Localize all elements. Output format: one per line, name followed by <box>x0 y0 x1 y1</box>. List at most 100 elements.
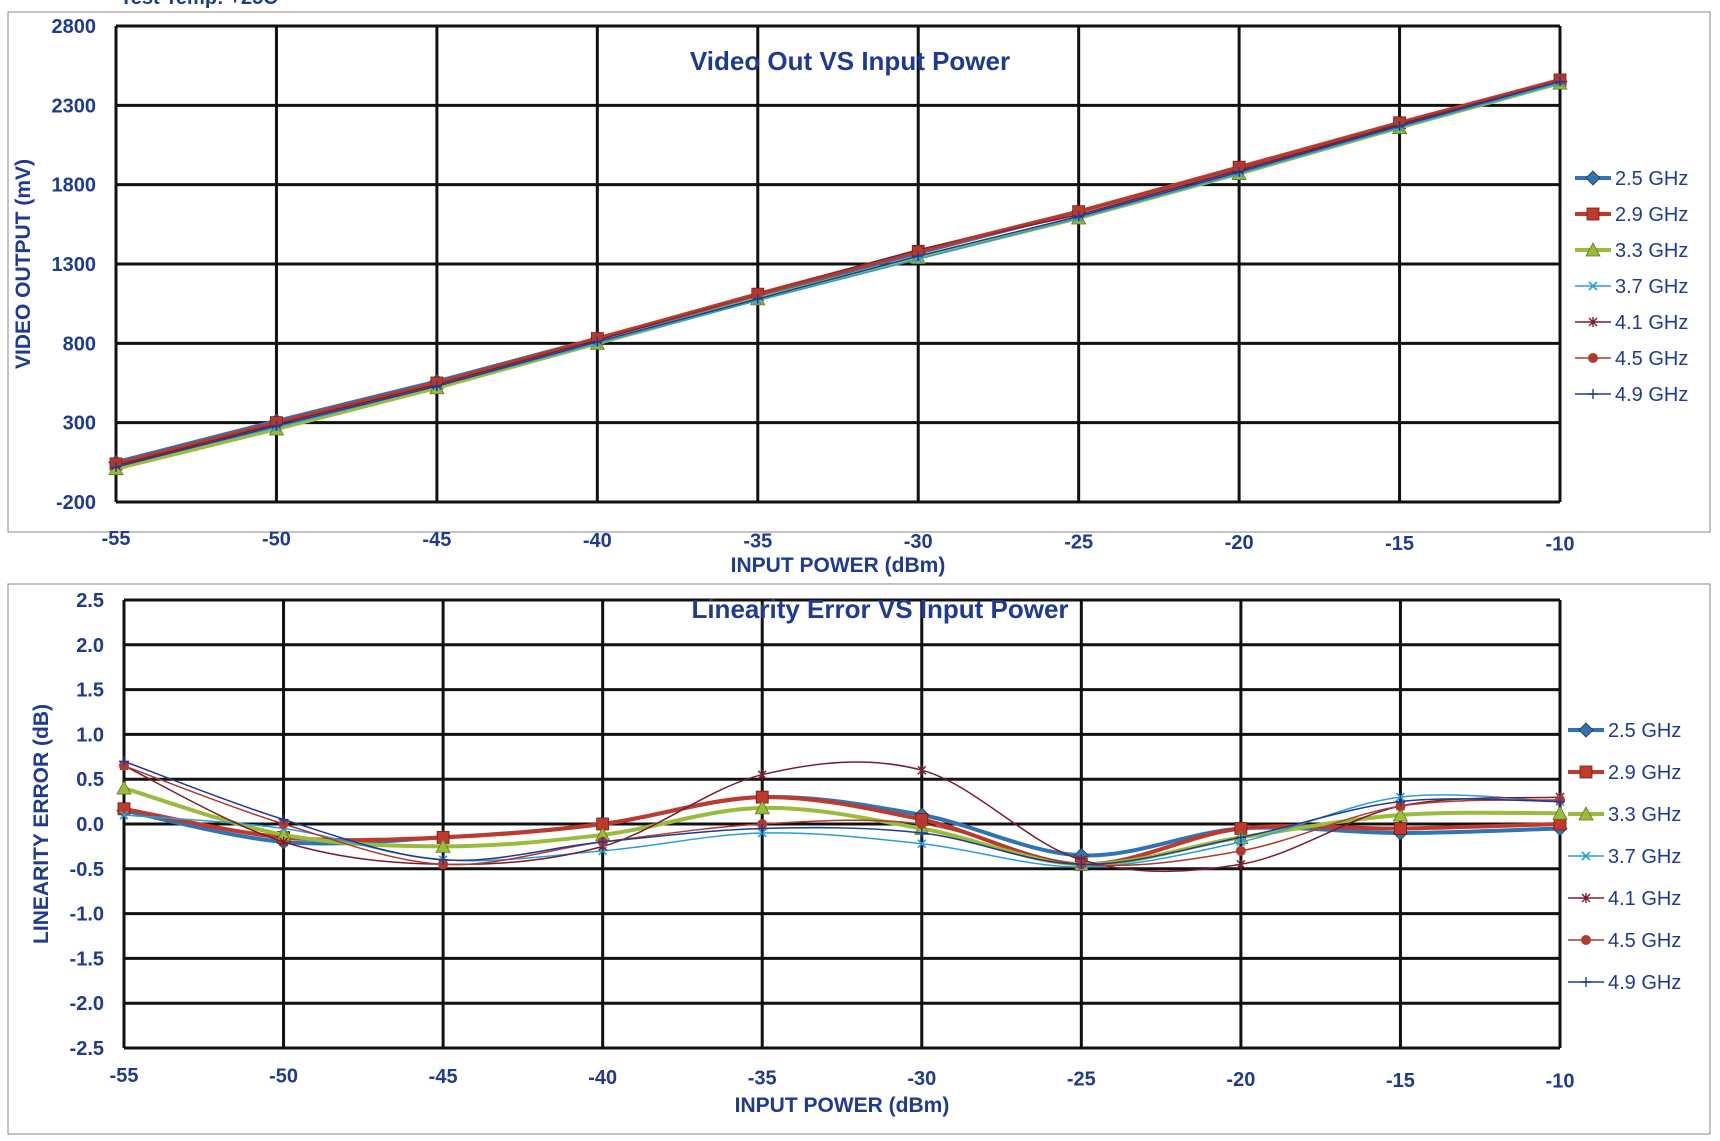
legend-label: 3.7 GHz <box>1608 846 1681 868</box>
legend-label: 4.5 GHz <box>1608 930 1681 952</box>
series-line-4-5-ghz <box>123 765 1561 867</box>
data-point-plus <box>119 756 129 767</box>
x-tick-label: -20 <box>1226 1069 1255 1091</box>
data-point-plus <box>271 420 282 431</box>
legend-marker-x <box>1588 281 1598 291</box>
legend-item: 3.3 GHz <box>1575 240 1688 262</box>
data-point-triangle <box>1552 805 1568 820</box>
y-tick-label: 1300 <box>52 254 97 276</box>
y-tick-label: 2800 <box>52 16 97 38</box>
grid <box>114 24 1562 504</box>
data-point-triangle <box>435 838 451 853</box>
x-tick-label: -40 <box>583 530 612 552</box>
x-tick-label: -30 <box>907 1068 936 1090</box>
data-point-plus <box>431 381 442 392</box>
legend-item: 4.9 GHz <box>1568 972 1681 994</box>
x-tick-label: -25 <box>1067 1069 1096 1091</box>
data-point-plus <box>916 827 927 838</box>
data-point-triangle <box>116 780 132 795</box>
legend-marker-star <box>1588 317 1598 327</box>
data-point-plus <box>111 462 121 473</box>
x-tick-label: -15 <box>1385 533 1414 555</box>
legend-item: 4.1 GHz <box>1575 312 1688 334</box>
y-tick-label: -2.0 <box>70 993 104 1015</box>
chart-frame <box>7 11 1711 533</box>
y-tick-label: -0.5 <box>70 859 104 881</box>
data-point-star <box>757 769 767 780</box>
data-point-star <box>1236 859 1246 870</box>
data-point-plus <box>1395 796 1406 807</box>
legend-marker-plus <box>1581 977 1591 987</box>
legend-item: 2.9 GHz <box>1568 762 1681 784</box>
data-point-square <box>1394 822 1407 835</box>
legend: 2.5 GHz 2.9 GHz 3.3 GHz 3.7 GHz 4.1 GHz 4.5 G… <box>1575 168 1688 406</box>
legend-marker-plus <box>1588 389 1598 399</box>
legend-item: 3.7 GHz <box>1575 276 1688 298</box>
data-point-plus <box>1076 859 1087 870</box>
data-point-triangle <box>1392 807 1409 822</box>
legend-label: 3.3 GHz <box>1615 240 1688 262</box>
legend-marker-square <box>1579 765 1593 779</box>
legend-marker-square <box>1586 207 1600 221</box>
series-group <box>116 756 1568 873</box>
x-tick-label: -30 <box>904 531 933 553</box>
legend-marker-star <box>1581 893 1591 903</box>
data-point-star <box>917 765 927 776</box>
data-point-x <box>917 839 927 849</box>
y-tick-label: 1.0 <box>76 724 104 746</box>
x-tick-label: -55 <box>102 528 131 550</box>
x-tick-label: -50 <box>269 1066 298 1088</box>
series-group <box>108 73 1568 476</box>
legend-marker-circle <box>1581 935 1591 945</box>
chart-title: Video Out VS Input Power <box>690 46 1010 76</box>
legend-label: 4.1 GHz <box>1608 888 1681 910</box>
legend: 2.5 GHz 2.9 GHz 3.3 GHz 3.7 GHz 4.1 GHz 4.5 G… <box>1568 720 1681 994</box>
y-tick-label: -200 <box>56 492 96 514</box>
x-tick-label: -45 <box>429 1066 458 1088</box>
data-point-plus <box>1234 166 1245 177</box>
x-tick-label: -35 <box>748 1067 777 1089</box>
legend-item: 4.5 GHz <box>1568 930 1681 952</box>
legend-marker-diamond <box>1578 722 1594 738</box>
y-tick-label: 1800 <box>52 175 97 197</box>
series-line-3-7-ghz <box>115 82 1561 467</box>
legend-marker-circle <box>1588 353 1598 363</box>
x-tick-label: -40 <box>588 1067 617 1089</box>
y-tick-label: -2.5 <box>70 1038 104 1060</box>
x-tick-label: -10 <box>1546 1070 1575 1092</box>
series-line-4-5-ghz <box>115 79 1561 465</box>
data-point-plus <box>1235 832 1246 843</box>
data-point-plus <box>757 823 768 834</box>
y-tick-label: -1.5 <box>70 948 104 970</box>
data-point-circle <box>916 819 927 829</box>
legend-item: 2.5 GHz <box>1568 720 1681 742</box>
legend-item: 4.5 GHz <box>1575 348 1688 370</box>
x-tick-label: -45 <box>422 529 451 551</box>
y-tick-label: 0.0 <box>76 814 104 836</box>
legend-marker-triangle <box>1578 806 1594 821</box>
data-point-plus <box>438 854 449 865</box>
legend-item: 2.9 GHz <box>1575 204 1688 226</box>
data-point-circle <box>1235 845 1246 856</box>
legend-item: 3.3 GHz <box>1568 804 1681 826</box>
data-point-star <box>279 836 289 847</box>
legend-label: 3.3 GHz <box>1608 804 1681 826</box>
linearity-error-chart: -2.5 -2.0 -1.5 -1.0 -0.5 0.0 0.5 1.0 1.5 2.0 2.5 -5… <box>7 583 1711 1135</box>
test-temp-header: Test Temp: +25C <box>120 0 278 9</box>
y-tick-label: -1.0 <box>70 904 104 926</box>
x-tick-label: -55 <box>110 1065 139 1087</box>
legend-item: 3.7 GHz <box>1568 846 1681 868</box>
grid <box>122 598 1562 1050</box>
x-axis-label: INPUT POWER (dBm) <box>731 554 946 577</box>
legend-label: 4.1 GHz <box>1615 312 1688 334</box>
legend-label: 2.5 GHz <box>1615 168 1688 190</box>
data-point-square <box>117 802 131 816</box>
legend-marker-diamond <box>1585 170 1601 186</box>
series-line-4-1-ghz <box>123 761 1561 873</box>
legend-label: 3.7 GHz <box>1615 276 1688 298</box>
series-line-4-1-ghz <box>115 79 1561 467</box>
legend-label: 4.5 GHz <box>1615 348 1688 370</box>
data-point-plus <box>1073 211 1084 222</box>
legend-marker-triangle <box>1585 242 1601 257</box>
